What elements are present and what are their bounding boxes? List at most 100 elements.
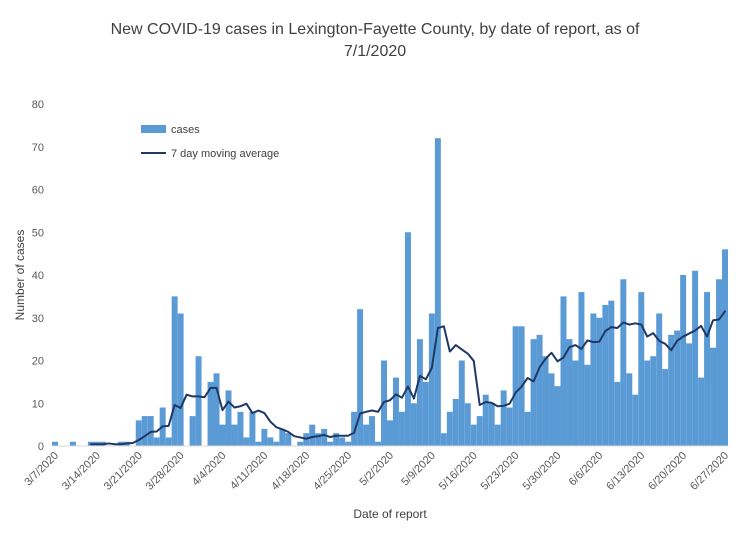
x-tick-label: 3/7/2020 xyxy=(22,450,61,489)
x-axis-label: Date of report xyxy=(353,507,427,521)
x-tick-label: 5/9/2020 xyxy=(399,450,438,489)
x-tick-label: 5/30/2020 xyxy=(521,450,564,493)
bar xyxy=(225,390,232,446)
x-tick-label: 6/13/2020 xyxy=(604,450,647,493)
bar xyxy=(351,411,358,446)
bar xyxy=(434,138,441,446)
bar xyxy=(464,403,471,446)
bar xyxy=(297,441,304,446)
bar xyxy=(500,390,507,446)
bar xyxy=(536,334,543,446)
x-tick-label: 4/11/2020 xyxy=(228,450,271,493)
bar xyxy=(387,420,393,446)
bar xyxy=(416,339,423,447)
bar xyxy=(644,360,651,446)
bar xyxy=(716,279,723,446)
bar xyxy=(554,386,561,446)
bar xyxy=(584,364,591,446)
bar xyxy=(482,394,489,446)
bar xyxy=(614,381,621,447)
bar xyxy=(249,411,256,446)
legend-label-moving-average: 7 day moving average xyxy=(171,148,279,160)
chart-title-line-1: New COVID-19 cases in Lexington-Fayette … xyxy=(111,21,640,38)
legend-label-cases: cases xyxy=(171,124,200,136)
bar xyxy=(578,292,585,446)
bar xyxy=(69,441,76,446)
bar xyxy=(632,394,639,446)
bar xyxy=(626,373,633,446)
bar xyxy=(177,313,184,446)
bar xyxy=(476,416,483,446)
bar xyxy=(404,232,411,446)
bar xyxy=(363,424,370,447)
bar xyxy=(674,330,681,446)
bar xyxy=(668,334,675,446)
y-tick-label: 60 xyxy=(32,185,44,197)
bar xyxy=(452,398,459,446)
y-tick-label: 40 xyxy=(32,270,44,282)
bar xyxy=(602,304,609,446)
bar xyxy=(165,437,172,446)
bar xyxy=(333,433,340,446)
x-tick-label: 5/16/2020 xyxy=(437,450,480,493)
bar xyxy=(656,313,663,446)
bar xyxy=(422,381,429,447)
y-tick-label: 10 xyxy=(32,398,44,410)
x-tick-label: 3/28/2020 xyxy=(144,450,187,493)
y-axis-ticks: 0 10 20 30 40 50 60 70 80 xyxy=(32,99,44,453)
legend-swatch-cases xyxy=(141,125,166,133)
bar xyxy=(285,433,292,446)
bar xyxy=(530,339,537,447)
legend: cases 7 day moving average xyxy=(141,124,279,160)
bar xyxy=(512,326,519,446)
y-tick-label: 0 xyxy=(38,441,44,453)
bar xyxy=(261,428,268,446)
bar xyxy=(620,279,627,446)
bar xyxy=(189,416,196,446)
y-tick-label: 70 xyxy=(32,142,44,154)
bar xyxy=(135,420,142,446)
bar xyxy=(153,437,160,446)
bar xyxy=(470,424,477,447)
bar xyxy=(566,339,573,447)
y-axis-label: Number of cases xyxy=(13,230,27,321)
bar xyxy=(710,347,717,446)
bar xyxy=(52,441,58,446)
bar xyxy=(171,296,178,447)
bar xyxy=(638,292,645,446)
bar xyxy=(650,356,657,446)
bar xyxy=(213,373,220,446)
y-tick-label: 30 xyxy=(32,313,44,325)
bar xyxy=(686,343,693,446)
bar xyxy=(494,424,501,447)
chart-title-line-2: 7/1/2020 xyxy=(344,43,406,60)
bar xyxy=(608,300,615,446)
bar xyxy=(309,424,316,447)
x-tick-label: 5/2/2020 xyxy=(357,450,396,489)
x-tick-label: 3/21/2020 xyxy=(102,450,145,493)
x-tick-label: 4/18/2020 xyxy=(269,450,312,493)
y-tick-label: 80 xyxy=(32,99,44,111)
bar xyxy=(692,270,699,446)
bar xyxy=(542,356,549,446)
moving-average-line xyxy=(89,310,727,446)
bar xyxy=(590,313,597,446)
bar xyxy=(273,441,280,446)
bar xyxy=(345,441,352,446)
x-tick-label: 6/6/2020 xyxy=(567,450,606,489)
x-tick-label: 5/23/2020 xyxy=(479,450,522,493)
bar xyxy=(315,433,322,446)
bar xyxy=(548,373,555,446)
y-tick-label: 20 xyxy=(32,356,44,368)
bar xyxy=(506,407,513,446)
bar xyxy=(375,441,382,446)
bar xyxy=(237,411,244,446)
bar xyxy=(255,441,262,446)
bar xyxy=(704,292,711,446)
bar xyxy=(369,416,376,446)
x-tick-label: 4/4/2020 xyxy=(190,450,229,489)
bar xyxy=(722,249,728,446)
bar xyxy=(339,437,346,446)
